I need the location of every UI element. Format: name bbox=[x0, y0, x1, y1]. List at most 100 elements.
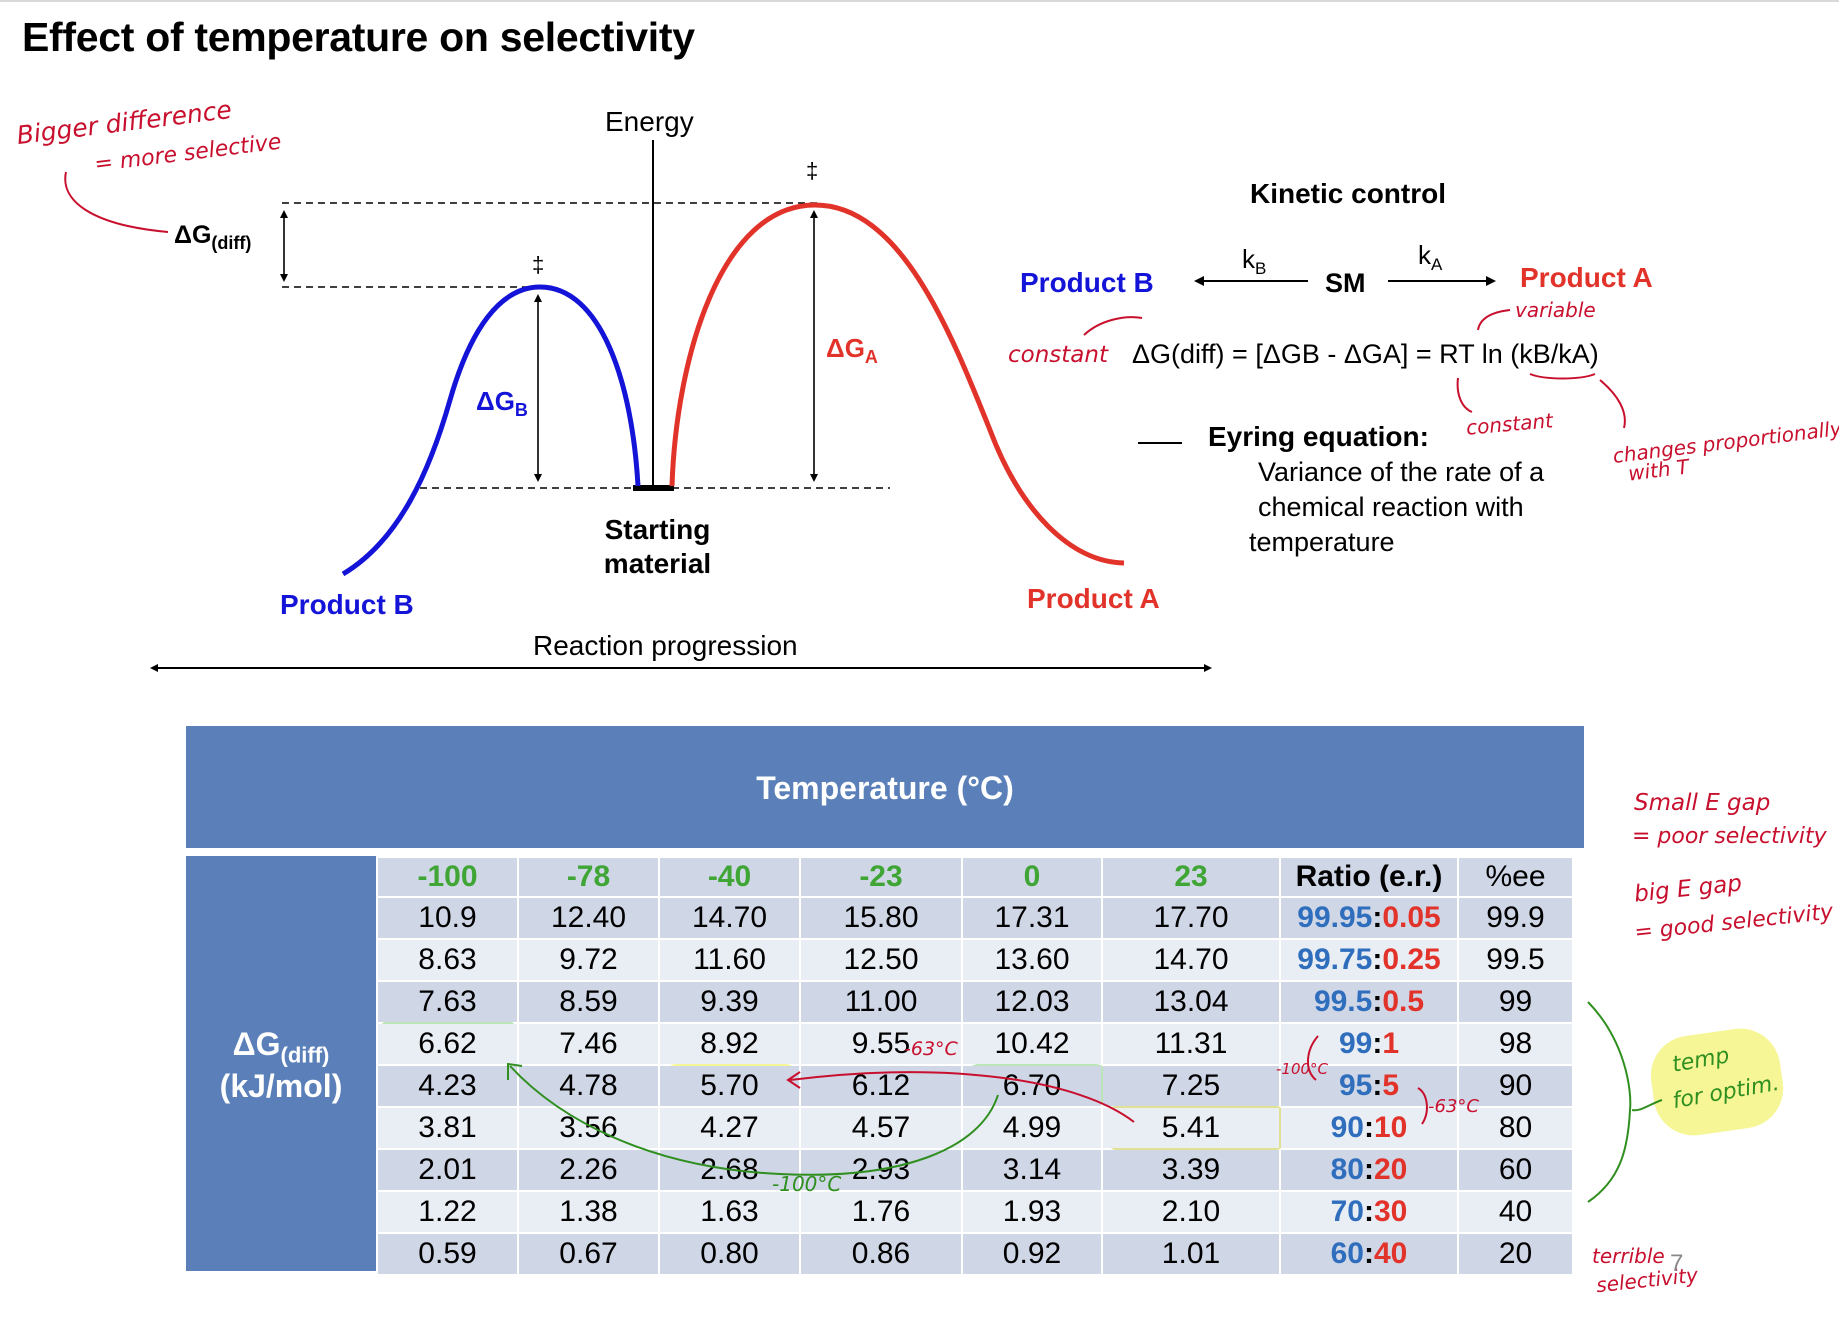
dg-cell: 1.38 bbox=[519, 1192, 658, 1232]
dg-cell: 2.01 bbox=[378, 1150, 517, 1190]
dg-cell: 4.57 bbox=[801, 1108, 961, 1148]
ratio-minor: 40 bbox=[1374, 1237, 1408, 1270]
temperature-header: Temperature (°C) bbox=[186, 726, 1584, 848]
note-minus63-a: -63°C bbox=[904, 1038, 958, 1060]
eyring-line-2: chemical reaction with bbox=[1258, 492, 1524, 522]
ratio-colon: : bbox=[1364, 1153, 1374, 1186]
dg-cell: 13.60 bbox=[963, 940, 1101, 980]
ee-header: %ee bbox=[1459, 858, 1572, 896]
ratio-cell: 70:30 bbox=[1281, 1192, 1457, 1232]
dg-cell: 10.42 bbox=[963, 1024, 1101, 1064]
dg-cell: 11.60 bbox=[660, 940, 799, 980]
selectivity-equation: ΔG(diff) = [ΔGB - ΔGA] = RT ln (kB/kA) bbox=[1132, 339, 1599, 369]
dg-cell: 12.40 bbox=[519, 898, 658, 938]
dg-cell: 7.25 bbox=[1103, 1066, 1279, 1106]
ee-cell: 20 bbox=[1459, 1234, 1572, 1274]
selectivity-table: -100 -78 -40 -23 0 23 Ratio (e.r.) %ee 1… bbox=[376, 856, 1574, 1276]
table-row: 0.59 0.67 0.80 0.86 0.92 1.01 60:40 20 bbox=[378, 1234, 1572, 1274]
dagger-b: ‡ bbox=[532, 252, 545, 277]
product-b-label: Product B bbox=[280, 589, 414, 620]
dg-cell: 8.63 bbox=[378, 940, 517, 980]
dg-cell: 12.03 bbox=[963, 982, 1101, 1022]
ratio-minor: 1 bbox=[1382, 1027, 1400, 1060]
ratio-cell: 80:20 bbox=[1281, 1150, 1457, 1190]
ee-cell: 99.9 bbox=[1459, 898, 1572, 938]
dg-cell: 7.46 bbox=[519, 1024, 658, 1064]
eyring-line-3: temperature bbox=[1249, 527, 1395, 557]
temp-col-0: -100 bbox=[378, 858, 517, 896]
ratio-header: Ratio (e.r.) bbox=[1281, 858, 1457, 896]
dg-cell: 0.86 bbox=[801, 1234, 961, 1274]
dg-cell: 10.9 bbox=[378, 898, 517, 938]
dg-cell: 0.67 bbox=[519, 1234, 658, 1274]
red-arrow-63 bbox=[789, 1071, 1135, 1123]
kinetic-sm: SM bbox=[1325, 268, 1366, 298]
ratio-colon: : bbox=[1372, 901, 1383, 934]
ratio-major: 60 bbox=[1330, 1237, 1364, 1270]
kinetic-product-a: Product A bbox=[1520, 262, 1653, 293]
table-row: 3.81 3.56 4.27 4.57 4.99 5.41 90:10 80 bbox=[378, 1108, 1572, 1148]
dg-cell: 3.81 bbox=[378, 1108, 517, 1148]
dg-cell: 17.70 bbox=[1103, 898, 1279, 938]
annotation-curve-changes bbox=[1599, 379, 1626, 429]
kinetic-control-heading: Kinetic control bbox=[1250, 178, 1447, 209]
note-minus100-b: -100°C bbox=[1276, 1060, 1329, 1078]
ee-cell: 98 bbox=[1459, 1024, 1572, 1064]
ratio-major: 80 bbox=[1330, 1153, 1364, 1186]
dg-cell: 5.41 bbox=[1103, 1108, 1279, 1148]
dg-cell: 1.93 bbox=[963, 1192, 1101, 1232]
temp-col-2: -40 bbox=[660, 858, 799, 896]
ratio-minor: 0.5 bbox=[1382, 985, 1425, 1018]
dg-diff-label: ΔG(diff) bbox=[174, 221, 252, 253]
dg-cell: 14.70 bbox=[660, 898, 799, 938]
dg-cell: 13.04 bbox=[1103, 982, 1279, 1022]
product-a-label: Product A bbox=[1027, 583, 1160, 614]
eyring-label: Eyring equation: bbox=[1208, 421, 1429, 452]
dg-cell: 1.22 bbox=[378, 1192, 517, 1232]
ratio-minor: 0.25 bbox=[1382, 943, 1441, 976]
dg-cell: 9.55 bbox=[801, 1024, 961, 1064]
page-title: Effect of temperature on selectivity bbox=[22, 14, 695, 60]
ratio-minor: 10 bbox=[1374, 1111, 1408, 1144]
ratio-colon: : bbox=[1372, 1069, 1383, 1102]
dg-cell: 14.70 bbox=[1103, 940, 1279, 980]
note-variable: variable bbox=[1515, 298, 1596, 322]
annotation-curve-bigger bbox=[64, 171, 169, 233]
ee-cell: 80 bbox=[1459, 1108, 1572, 1148]
dg-cell: 12.50 bbox=[801, 940, 961, 980]
starting-material-label: Starting material bbox=[603, 514, 712, 579]
table-row: 10.9 12.40 14.70 15.80 17.31 17.70 99.95:0.05 9… bbox=[378, 898, 1572, 938]
table-row: 7.63 8.59 9.39 11.00 12.03 13.04 99.5:0.5 99 bbox=[378, 982, 1572, 1022]
ratio-major: 99 bbox=[1338, 1027, 1373, 1060]
ee-cell: 99 bbox=[1459, 982, 1572, 1022]
ratio-cell: 99.5:0.5 bbox=[1281, 982, 1457, 1022]
dg-cell: 3.39 bbox=[1103, 1150, 1279, 1190]
ratio-cell: 60:40 bbox=[1281, 1234, 1457, 1274]
annotation-curve-constant bbox=[1083, 316, 1143, 336]
table-row: 2.01 2.26 2.68 2.93 3.14 3.39 80:20 60 bbox=[378, 1150, 1572, 1190]
ratio-major: 90 bbox=[1330, 1111, 1364, 1144]
temp-col-5: 23 bbox=[1103, 858, 1279, 896]
dg-cell: 8.59 bbox=[519, 982, 658, 1022]
dg-cell: 11.00 bbox=[801, 982, 961, 1022]
note-minus100-a: -100°C bbox=[772, 1172, 842, 1196]
ratio-major: 99.75 bbox=[1297, 943, 1373, 976]
note-small-gap: Small E gap bbox=[1634, 790, 1771, 816]
table-row: 6.62 7.46 8.92 9.55 10.42 11.31 99:1 98 bbox=[378, 1024, 1572, 1064]
annotation-curve-variable bbox=[1477, 309, 1511, 331]
note-minus63-b: -63°C bbox=[1428, 1096, 1479, 1117]
ka-label: kA bbox=[1418, 240, 1443, 275]
ratio-cell: 99.75:0.25 bbox=[1281, 940, 1457, 980]
dg-cell: 9.39 bbox=[660, 982, 799, 1022]
temperature-row: -100 -78 -40 -23 0 23 Ratio (e.r.) %ee bbox=[378, 858, 1572, 896]
dg-cell: 4.27 bbox=[660, 1108, 799, 1148]
ratio-major: 70 bbox=[1330, 1195, 1364, 1228]
dg-diff-row-header: ΔG(diff) (kJ/mol) bbox=[186, 856, 376, 1271]
red-hook bbox=[1307, 1035, 1319, 1081]
product-b-curve bbox=[341, 284, 641, 577]
dg-cell: 6.70 bbox=[963, 1066, 1101, 1106]
reaction-progression-label: Reaction progression bbox=[533, 630, 798, 661]
green-brace bbox=[1587, 1001, 1632, 1203]
temp-col-1: -78 bbox=[519, 858, 658, 896]
dg-a-label: ΔGA bbox=[826, 333, 878, 368]
